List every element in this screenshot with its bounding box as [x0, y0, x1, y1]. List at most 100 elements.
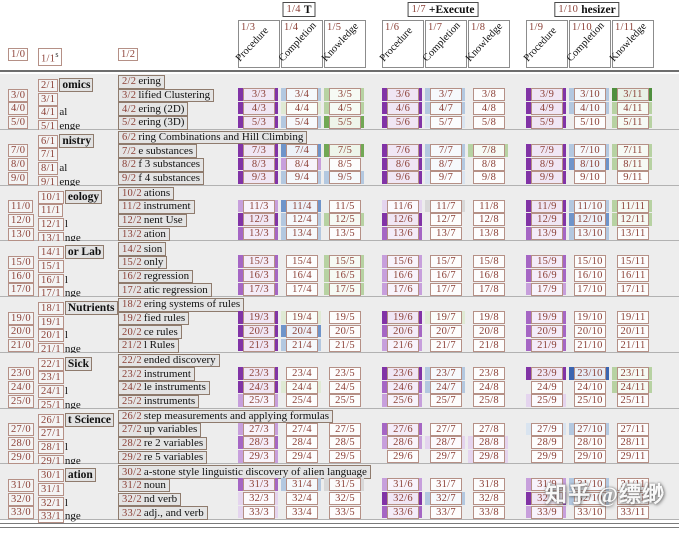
- score-cell-index: 7/9: [531, 143, 563, 157]
- row-index: 30/2: [122, 466, 142, 478]
- row-col1-index: 20/1: [38, 329, 64, 343]
- score-cell-index: 9/5: [329, 171, 361, 185]
- score-cell: 5/3: [238, 115, 278, 129]
- row-col1-index: 3/1: [38, 92, 59, 106]
- score-cell: 8/10: [569, 157, 609, 171]
- score-cell-index: 4/9: [531, 101, 563, 115]
- task-group-name-text: ation: [64, 468, 96, 483]
- score-cell-index: 8/5: [329, 157, 361, 171]
- row-col0-index: 21/0: [8, 339, 34, 353]
- score-cell: 32/7: [425, 492, 465, 506]
- score-cell-index: 12/5: [329, 213, 361, 227]
- score-cell: 11/9: [526, 199, 566, 213]
- score-cell: 12/8: [468, 213, 508, 227]
- score-cell-index: 15/11: [617, 255, 649, 269]
- score-cell-index: 7/7: [430, 143, 462, 157]
- task-group-desc: 22/2 ended discovery: [118, 353, 220, 368]
- score-cell-index: 7/10: [574, 143, 606, 157]
- score-cell-index: 19/10: [574, 311, 606, 325]
- score-cell: 7/3: [238, 143, 278, 157]
- method-group-index: 1/10: [558, 4, 579, 15]
- score-cell-index: 20/4: [286, 324, 318, 338]
- score-cell: 4/9: [526, 101, 566, 115]
- row-variant: 4/1 al: [38, 102, 67, 120]
- score-cell-index: 25/7: [430, 394, 462, 408]
- task-group-header-row: 22/1 Sick 22/2 ended discovery: [0, 353, 679, 371]
- row-variant: 3/1: [38, 89, 59, 107]
- task-group: 30/1 ation 30/2 a-stone style linguistic di…: [0, 464, 679, 524]
- row-col0-label: 27/0: [11, 424, 31, 436]
- method-group-title: 1/10 hesizer: [554, 2, 620, 17]
- row-index: 6/1: [38, 134, 59, 148]
- row-col0-index: 17/0: [8, 283, 34, 297]
- score-cell: 21/7: [425, 338, 465, 352]
- score-cell: 15/5: [324, 255, 364, 269]
- row-task: 27/2 up variables: [118, 423, 202, 437]
- score-cell: 19/8: [468, 311, 508, 325]
- score-cell-index: 13/6: [387, 227, 419, 241]
- row-task-text: e substances: [138, 144, 194, 157]
- score-cell-index: 17/8: [473, 282, 505, 296]
- row-col2-index: 13/2: [122, 228, 142, 240]
- score-cell: 29/7: [425, 450, 465, 464]
- score-cell-index: 5/7: [430, 115, 462, 129]
- score-cell: 32/9: [526, 492, 566, 506]
- score-cell-index: 27/4: [286, 422, 318, 436]
- score-cell: 33/11: [612, 505, 652, 519]
- score-cell: 15/7: [425, 255, 465, 269]
- score-cell-index: 3/7: [430, 88, 462, 102]
- score-cell: 17/6: [382, 282, 422, 296]
- row-task: 31/2 noun: [118, 478, 170, 493]
- score-cell-index: 23/6: [387, 366, 419, 380]
- score-cell-index: 12/3: [243, 213, 275, 227]
- score-cell: 12/5: [324, 213, 364, 227]
- score-cell: 17/5: [324, 282, 364, 296]
- score-cell: 12/4: [281, 213, 321, 227]
- score-cell: 21/9: [526, 338, 566, 352]
- header-left-index: 1/1s: [38, 48, 62, 66]
- score-cell: 24/8: [468, 380, 508, 394]
- table-row: 23/0 23/1 23/2 instrument 23/3 23/4 23/5 23/6 23…: [0, 366, 679, 385]
- score-cell: 25/11: [612, 394, 652, 408]
- score-cell: 7/7: [425, 143, 465, 157]
- score-cell: 4/7: [425, 101, 465, 115]
- row-task-text: re 2 variables: [143, 437, 204, 450]
- score-cell-index: 11/9: [531, 199, 563, 213]
- score-cell-index: 13/5: [329, 227, 361, 241]
- row-task: 8/2 f 3 substances: [118, 158, 205, 172]
- score-cell: 3/8: [468, 88, 508, 102]
- score-cell-index: 21/6: [387, 338, 419, 352]
- score-cell: 29/11: [612, 450, 652, 464]
- score-cell: 13/10: [569, 227, 609, 241]
- score-cell: 12/10: [569, 213, 609, 227]
- score-cell-index: 15/5: [329, 255, 361, 269]
- score-cell: 28/5: [324, 436, 364, 450]
- method-group-index: 1/7: [411, 4, 426, 15]
- row-col0-index: 15/0: [8, 255, 34, 269]
- score-cell: 25/5: [324, 394, 364, 408]
- row-col1-index: 8/1: [38, 162, 59, 176]
- task-group-header-row: 14/1 or Lab 14/2 sion: [0, 241, 679, 260]
- row-col0-index: 20/0: [8, 325, 34, 339]
- score-cell: 3/5: [324, 88, 364, 102]
- score-cell-index: 3/8: [473, 88, 505, 102]
- score-cell-index: 21/7: [430, 338, 462, 352]
- score-cell: 8/5: [324, 157, 364, 171]
- score-cell: 5/10: [569, 115, 609, 129]
- row-index: 2/1: [38, 79, 59, 92]
- row-col0-label: 19/0: [11, 312, 31, 324]
- score-cell-index: 31/8: [473, 478, 505, 492]
- score-cell: 7/9: [526, 143, 566, 157]
- task-group-name-text: nistry: [59, 133, 95, 148]
- row-variant-text: l: [64, 440, 68, 453]
- task-group-name: 6/1 nistry: [38, 131, 95, 149]
- score-cell-index: 16/8: [473, 269, 505, 283]
- score-cell-index: 4/6: [387, 101, 419, 115]
- task-group-desc-text: ations: [143, 186, 171, 199]
- row-col2-index: 32/2: [122, 493, 142, 505]
- score-cell: 21/4: [281, 338, 321, 352]
- score-cell-index: 7/4: [286, 143, 318, 157]
- score-cell: 21/8: [468, 338, 508, 352]
- row-task: 32/2 nd verb: [118, 492, 182, 507]
- row-col2-index: 17/2: [122, 284, 142, 296]
